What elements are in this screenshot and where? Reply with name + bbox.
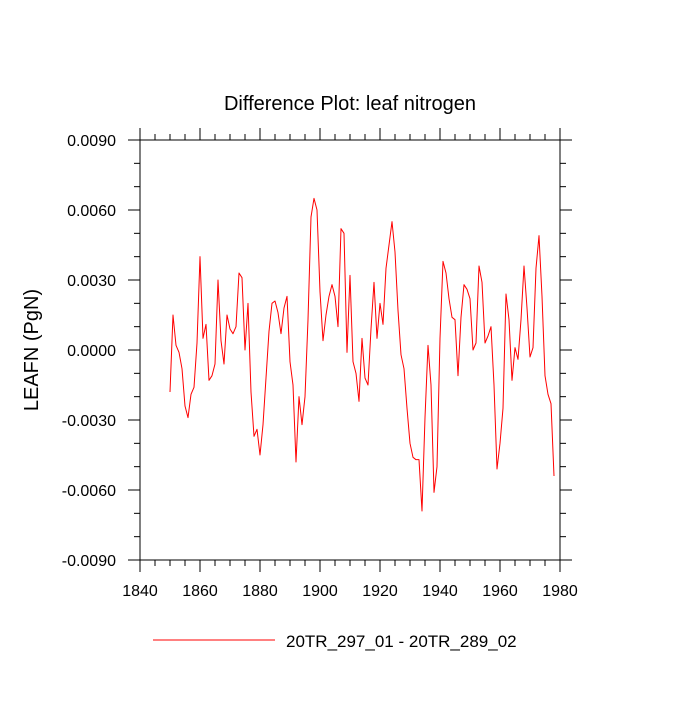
legend: 20TR_297_01 - 20TR_289_02 (153, 632, 517, 651)
y-tick-label: 0.0090 (67, 133, 116, 150)
series-line-0 (169, 197, 555, 512)
x-tick-label: 1900 (302, 583, 338, 600)
x-tick-label: 1920 (362, 583, 398, 600)
y-tick-label: 0.0060 (67, 203, 116, 220)
legend-label: 20TR_297_01 - 20TR_289_02 (286, 632, 517, 651)
x-tick-label: 1940 (422, 583, 458, 600)
x-tick-label: 1860 (182, 583, 218, 600)
x-tick-label: 1880 (242, 583, 278, 600)
ticks-layer: 1840 1860 1880 1900 1920 1940 1960 1980 -0.0090 -… (62, 128, 578, 600)
y-tick-label: -0.0060 (62, 483, 116, 500)
x-tick-label: 1980 (542, 583, 578, 600)
y-axis-label: LEAFN (PgN) (21, 289, 43, 411)
series-layer (169, 197, 555, 512)
chart-title: Difference Plot: leaf nitrogen (224, 93, 476, 115)
plot-frame (139, 139, 561, 561)
y-tick-label: 0.0030 (67, 273, 116, 290)
y-tick-label: 0.0000 (67, 343, 116, 360)
y-tick-label: -0.0090 (62, 553, 116, 570)
x-tick-label: 1840 (122, 583, 158, 600)
x-tick-label: 1960 (482, 583, 518, 600)
y-tick-label: -0.0030 (62, 413, 116, 430)
